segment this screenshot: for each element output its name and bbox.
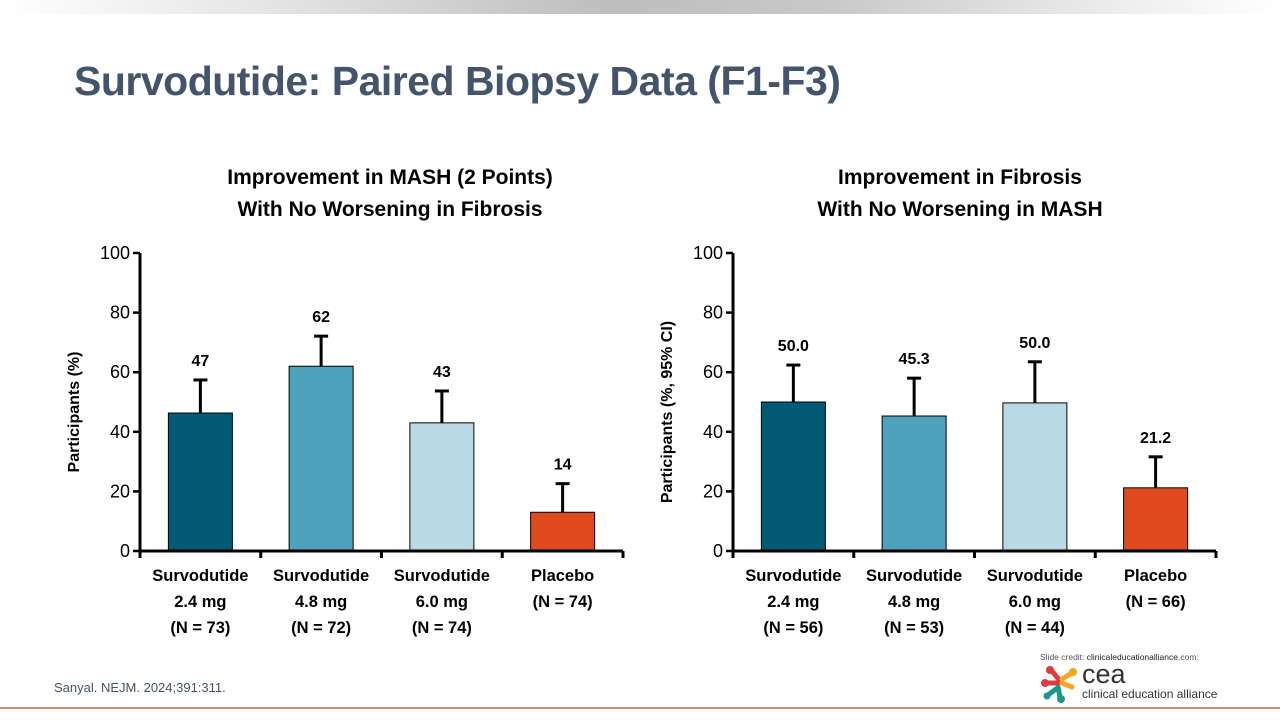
x-tick-label: (N = 73) bbox=[170, 619, 230, 637]
x-tick-label: Survodutide bbox=[866, 567, 962, 585]
data-label: 14 bbox=[554, 457, 572, 474]
data-label: 50.0 bbox=[1019, 335, 1050, 352]
x-tick-label: (N = 53) bbox=[884, 619, 944, 637]
chart-fibrosis-improvement: 50.0 Survodutide 2.4 mg (N = 56) 45.3 Survodu… bbox=[659, 243, 1218, 637]
chart-1-title: Improvement in MASH (2 Points) With No W… bbox=[140, 162, 640, 226]
y-tick-label: 40 bbox=[703, 422, 723, 442]
footer-divider bbox=[0, 707, 1280, 709]
data-label: 21.2 bbox=[1140, 430, 1171, 447]
x-tick-label: 4.8 mg bbox=[295, 593, 347, 611]
y-tick-label: 100 bbox=[100, 243, 130, 263]
x-tick-label: 4.8 mg bbox=[888, 593, 940, 611]
chart-2-title-line2: With No Worsening in MASH bbox=[817, 198, 1103, 221]
citation: Sanyal. NEJM. 2024;391:311. bbox=[54, 680, 226, 695]
data-label: 50.0 bbox=[778, 338, 809, 355]
y-tick-label: 60 bbox=[110, 362, 130, 382]
y-tick-label: 80 bbox=[110, 303, 130, 323]
y-axis-title: Participants (%) bbox=[66, 352, 83, 473]
chart-2-title-line1: Improvement in Fibrosis bbox=[838, 166, 1082, 189]
cea-molecule-logo-icon bbox=[1041, 666, 1077, 703]
x-tick-label: 2.4 mg bbox=[174, 593, 226, 611]
y-tick-label: 60 bbox=[703, 362, 723, 382]
bar bbox=[1002, 402, 1068, 552]
bar bbox=[1123, 487, 1189, 552]
x-tick-label: Survodutide bbox=[745, 567, 841, 585]
chart-1-title-line2: With No Worsening in Fibrosis bbox=[237, 198, 543, 221]
bar bbox=[288, 365, 354, 552]
x-tick-label: 6.0 mg bbox=[1009, 593, 1061, 611]
x-tick-label: (N = 44) bbox=[1005, 619, 1065, 637]
y-tick-label: 20 bbox=[110, 481, 130, 501]
x-tick-label: 6.0 mg bbox=[416, 593, 468, 611]
y-tick-label: 100 bbox=[693, 243, 723, 263]
bar bbox=[881, 415, 947, 552]
y-axis-title: Participants (%, 95% CI) bbox=[659, 321, 676, 503]
data-label: 43 bbox=[433, 364, 451, 381]
bar bbox=[409, 422, 475, 552]
data-label: 47 bbox=[191, 353, 209, 370]
y-tick-label: 40 bbox=[110, 422, 130, 442]
bar bbox=[167, 412, 233, 552]
chart-mash-improvement: 47 Survodutide 2.4 mg (N = 73) 62 Survodutide… bbox=[66, 243, 625, 637]
data-label: 45.3 bbox=[899, 351, 930, 368]
chart-1-title-line1: Improvement in MASH (2 Points) bbox=[227, 166, 553, 189]
x-tick-label: 2.4 mg bbox=[767, 593, 819, 611]
slide-credit-prefix: Slide credit: bbox=[1040, 652, 1087, 662]
cea-logo: cea clinical education alliance bbox=[1040, 659, 1230, 705]
bar bbox=[530, 511, 596, 552]
y-tick-label: 80 bbox=[703, 303, 723, 323]
x-tick-label: (N = 74) bbox=[412, 619, 472, 637]
y-tick-label: 0 bbox=[713, 541, 723, 561]
y-tick-label: 20 bbox=[703, 481, 723, 501]
x-tick-label: Survodutide bbox=[273, 567, 369, 585]
logo-subtext: clinical education alliance bbox=[1082, 687, 1218, 701]
x-tick-label: (N = 72) bbox=[291, 619, 351, 637]
x-tick-label: (N = 66) bbox=[1126, 593, 1186, 611]
slide-credit-suffix: .com: bbox=[1177, 652, 1199, 662]
x-tick-label: (N = 56) bbox=[763, 619, 823, 637]
logo-wordmark: cea bbox=[1082, 659, 1126, 689]
y-tick-label: 0 bbox=[120, 541, 130, 561]
bar bbox=[760, 401, 826, 552]
x-tick-label: Survodutide bbox=[152, 567, 248, 585]
slide-credit-site: clinicaleducationalliance bbox=[1086, 652, 1178, 662]
header-gradient-bar bbox=[0, 0, 1280, 14]
slide-title: Survodutide: Paired Biopsy Data (F1-F3) bbox=[74, 58, 841, 104]
x-tick-label: Placebo bbox=[1124, 567, 1187, 585]
chart-2-title: Improvement in Fibrosis With No Worsenin… bbox=[710, 162, 1210, 226]
slide-credit: Slide credit: clinicaleducationalliance.… bbox=[1040, 652, 1199, 662]
x-tick-label: Survodutide bbox=[987, 567, 1083, 585]
data-label: 62 bbox=[312, 309, 330, 326]
x-tick-label: (N = 74) bbox=[533, 593, 593, 611]
x-tick-label: Placebo bbox=[531, 567, 594, 585]
x-tick-label: Survodutide bbox=[394, 567, 490, 585]
